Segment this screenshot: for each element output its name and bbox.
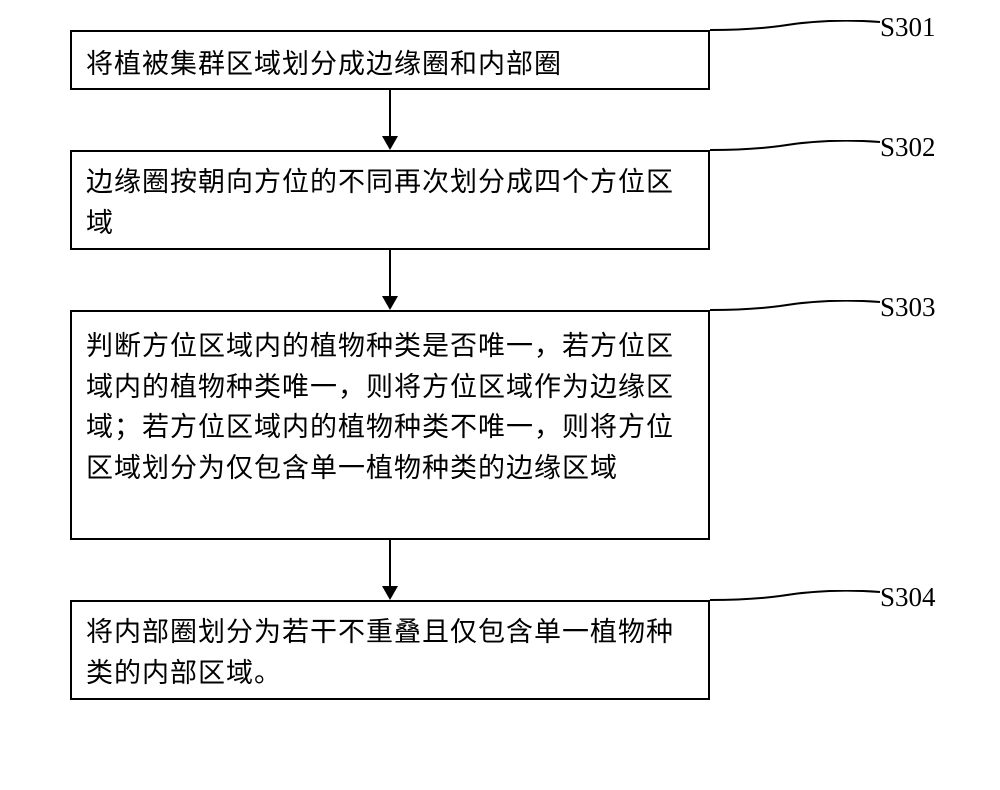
step-label: S302 (880, 132, 936, 163)
step-label: S301 (880, 12, 936, 43)
flow-arrow (378, 540, 402, 605)
flowchart-step: 判断方位区域内的植物种类是否唯一，若方位区域内的植物种类唯一，则将方位区域作为边… (70, 310, 710, 540)
step-text: 边缘圈按朝向方位的不同再次划分成四个方位区域 (86, 167, 674, 238)
callout-connector (710, 140, 884, 193)
step-label: S303 (880, 292, 936, 323)
flowchart-step: 边缘圈按朝向方位的不同再次划分成四个方位区域 (70, 150, 710, 250)
flow-arrow (378, 250, 402, 315)
callout-connector (710, 20, 884, 73)
flow-arrow (378, 90, 402, 155)
flowchart-step: 将植被集群区域划分成边缘圈和内部圈 (70, 30, 710, 90)
callout-connector (710, 590, 884, 643)
step-text: 将植被集群区域划分成边缘圈和内部圈 (86, 49, 562, 79)
step-text: 将内部圈划分为若干不重叠且仅包含单一植物种类的内部区域。 (86, 617, 674, 688)
callout-connector (710, 300, 884, 353)
step-label: S304 (880, 582, 936, 613)
step-text: 判断方位区域内的植物种类是否唯一，若方位区域内的植物种类唯一，则将方位区域作为边… (86, 331, 674, 483)
flowchart-step: 将内部圈划分为若干不重叠且仅包含单一植物种类的内部区域。 (70, 600, 710, 700)
